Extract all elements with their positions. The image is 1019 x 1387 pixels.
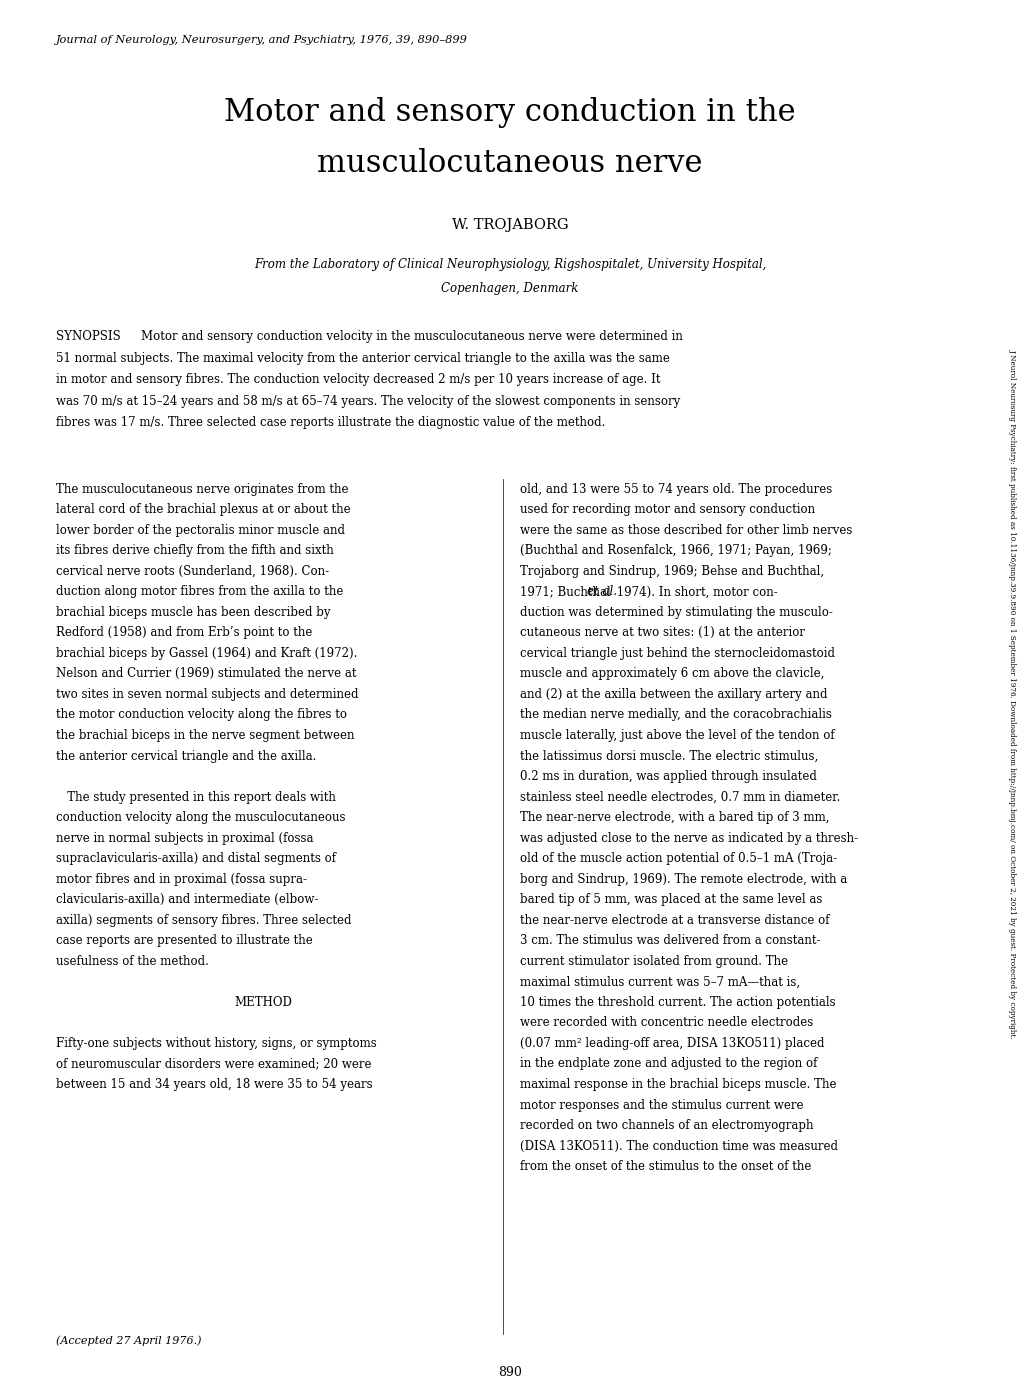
Text: the near-nerve electrode at a transverse distance of: the near-nerve electrode at a transverse… [520,914,828,927]
Text: 10 times the threshold current. The action potentials: 10 times the threshold current. The acti… [520,996,835,1008]
Text: lower border of the pectoralis minor muscle and: lower border of the pectoralis minor mus… [56,524,344,537]
Text: axilla) segments of sensory fibres. Three selected: axilla) segments of sensory fibres. Thre… [56,914,352,927]
Text: brachial biceps by Gassel (1964) and Kraft (1972).: brachial biceps by Gassel (1964) and Kra… [56,646,357,660]
Text: (Buchthal and Rosenfalck, 1966, 1971; Payan, 1969;: (Buchthal and Rosenfalck, 1966, 1971; Pa… [520,544,832,558]
Text: 3 cm. The stimulus was delivered from a constant-: 3 cm. The stimulus was delivered from a … [520,935,820,947]
Text: METHOD: METHOD [234,996,292,1008]
Text: nerve in normal subjects in proximal (fossa: nerve in normal subjects in proximal (fo… [56,832,313,845]
Text: stainless steel needle electrodes, 0.7 mm in diameter.: stainless steel needle electrodes, 0.7 m… [520,791,840,803]
Text: Journal of Neurology, Neurosurgery, and Psychiatry, 1976, 39, 890–899: Journal of Neurology, Neurosurgery, and … [56,35,468,44]
Text: borg and Sindrup, 1969). The remote electrode, with a: borg and Sindrup, 1969). The remote elec… [520,872,847,886]
Text: cervical triangle just behind the sternocleidomastoid: cervical triangle just behind the sterno… [520,646,835,660]
Text: Fifty-one subjects without history, signs, or symptoms: Fifty-one subjects without history, sign… [56,1037,376,1050]
Text: muscle laterally, just above the level of the tendon of: muscle laterally, just above the level o… [520,730,834,742]
Text: From the Laboratory of Clinical Neurophysiology, Rigshospitalet, University Hosp: From the Laboratory of Clinical Neurophy… [254,258,765,270]
Text: maximal response in the brachial biceps muscle. The: maximal response in the brachial biceps … [520,1078,836,1092]
Text: of neuromuscular disorders were examined; 20 were: of neuromuscular disorders were examined… [56,1057,371,1071]
Text: cervical nerve roots (Sunderland, 1968). Con-: cervical nerve roots (Sunderland, 1968).… [56,565,329,578]
Text: its fibres derive chiefly from the fifth and sixth: its fibres derive chiefly from the fifth… [56,544,333,558]
Text: 51 normal subjects. The maximal velocity from the anterior cervical triangle to : 51 normal subjects. The maximal velocity… [56,351,669,365]
Text: two sites in seven normal subjects and determined: two sites in seven normal subjects and d… [56,688,359,700]
Text: recorded on two channels of an electromyograph: recorded on two channels of an electromy… [520,1119,813,1132]
Text: et al.: et al. [586,585,616,598]
Text: The near-nerve electrode, with a bared tip of 3 mm,: The near-nerve electrode, with a bared t… [520,811,828,824]
Text: (0.07 mm² leading-off area, DISA 13KO511) placed: (0.07 mm² leading-off area, DISA 13KO511… [520,1037,824,1050]
Text: Copenhagen, Denmark: Copenhagen, Denmark [441,282,578,294]
Text: fibres was 17 m/s. Three selected case reports illustrate the diagnostic value o: fibres was 17 m/s. Three selected case r… [56,416,605,429]
Text: between 15 and 34 years old, 18 were 35 to 54 years: between 15 and 34 years old, 18 were 35 … [56,1078,372,1092]
Text: motor responses and the stimulus current were: motor responses and the stimulus current… [520,1099,803,1111]
Text: old of the muscle action potential of 0.5–1 mA (Troja-: old of the muscle action potential of 0.… [520,852,837,865]
Text: Motor and sensory conduction in the: Motor and sensory conduction in the [224,97,795,128]
Text: J Neurol Neurosurg Psychiatry: first published as 10.1136/jnnp.39.9.890 on 1 Sep: J Neurol Neurosurg Psychiatry: first pub… [1008,348,1016,1039]
Text: the anterior cervical triangle and the axilla.: the anterior cervical triangle and the a… [56,749,316,763]
Text: The musculocutaneous nerve originates from the: The musculocutaneous nerve originates fr… [56,483,348,495]
Text: The study presented in this report deals with: The study presented in this report deals… [56,791,335,803]
Text: brachial biceps muscle has been described by: brachial biceps muscle has been describe… [56,606,330,619]
Text: Trojaborg and Sindrup, 1969; Behse and Buchthal,: Trojaborg and Sindrup, 1969; Behse and B… [520,565,823,578]
Text: (Accepted 27 April 1976.): (Accepted 27 April 1976.) [56,1336,202,1347]
Text: (DISA 13KO511). The conduction time was measured: (DISA 13KO511). The conduction time was … [520,1140,838,1153]
Text: current stimulator isolated from ground. The: current stimulator isolated from ground.… [520,954,788,968]
Text: 1971; Buchthal: 1971; Buchthal [520,585,614,598]
Text: musculocutaneous nerve: musculocutaneous nerve [317,148,702,179]
Text: SYNOPSIS: SYNOPSIS [56,330,120,343]
Text: in motor and sensory fibres. The conduction velocity decreased 2 m/s per 10 year: in motor and sensory fibres. The conduct… [56,373,660,386]
Text: were the same as those described for other limb nerves: were the same as those described for oth… [520,524,852,537]
Text: W. TROJABORG: W. TROJABORG [451,218,568,232]
Text: maximal stimulus current was 5–7 mA—that is,: maximal stimulus current was 5–7 mA—that… [520,975,800,989]
Text: 890: 890 [497,1366,522,1379]
Text: supraclavicularis-axilla) and distal segments of: supraclavicularis-axilla) and distal seg… [56,852,336,865]
Text: cutaneous nerve at two sites: (1) at the anterior: cutaneous nerve at two sites: (1) at the… [520,627,804,639]
Text: bared tip of 5 mm, was placed at the same level as: bared tip of 5 mm, was placed at the sam… [520,893,821,906]
Text: conduction velocity along the musculocutaneous: conduction velocity along the musculocut… [56,811,345,824]
Text: and (2) at the axilla between the axillary artery and: and (2) at the axilla between the axilla… [520,688,826,700]
Text: the motor conduction velocity along the fibres to: the motor conduction velocity along the … [56,709,346,721]
Text: 0.2 ms in duration, was applied through insulated: 0.2 ms in duration, was applied through … [520,770,816,784]
Text: usefulness of the method.: usefulness of the method. [56,954,209,968]
Text: Nelson and Currier (1969) stimulated the nerve at: Nelson and Currier (1969) stimulated the… [56,667,357,681]
Text: Motor and sensory conduction velocity in the musculocutaneous nerve were determi: Motor and sensory conduction velocity in… [141,330,682,343]
Text: was adjusted close to the nerve as indicated by a thresh-: was adjusted close to the nerve as indic… [520,832,857,845]
Text: lateral cord of the brachial plexus at or about the: lateral cord of the brachial plexus at o… [56,503,351,516]
Text: were recorded with concentric needle electrodes: were recorded with concentric needle ele… [520,1017,813,1029]
Text: 1974). In short, motor con-: 1974). In short, motor con- [612,585,777,598]
Text: in the endplate zone and adjusted to the region of: in the endplate zone and adjusted to the… [520,1057,817,1071]
Text: duction along motor fibres from the axilla to the: duction along motor fibres from the axil… [56,585,343,598]
Text: motor fibres and in proximal (fossa supra-: motor fibres and in proximal (fossa supr… [56,872,307,886]
Text: Redford (1958) and from Erb’s point to the: Redford (1958) and from Erb’s point to t… [56,627,312,639]
Text: muscle and approximately 6 cm above the clavicle,: muscle and approximately 6 cm above the … [520,667,823,681]
Text: the brachial biceps in the nerve segment between: the brachial biceps in the nerve segment… [56,730,355,742]
Text: was 70 m/s at 15–24 years and 58 m/s at 65–74 years. The velocity of the slowest: was 70 m/s at 15–24 years and 58 m/s at … [56,394,680,408]
Text: old, and 13 were 55 to 74 years old. The procedures: old, and 13 were 55 to 74 years old. The… [520,483,832,495]
Text: case reports are presented to illustrate the: case reports are presented to illustrate… [56,935,313,947]
Text: used for recording motor and sensory conduction: used for recording motor and sensory con… [520,503,814,516]
Text: from the onset of the stimulus to the onset of the: from the onset of the stimulus to the on… [520,1160,811,1173]
Text: the latissimus dorsi muscle. The electric stimulus,: the latissimus dorsi muscle. The electri… [520,749,817,763]
Text: duction was determined by stimulating the musculo-: duction was determined by stimulating th… [520,606,833,619]
Text: the median nerve medially, and the coracobrachialis: the median nerve medially, and the corac… [520,709,832,721]
Text: clavicularis-axilla) and intermediate (elbow-: clavicularis-axilla) and intermediate (e… [56,893,318,906]
